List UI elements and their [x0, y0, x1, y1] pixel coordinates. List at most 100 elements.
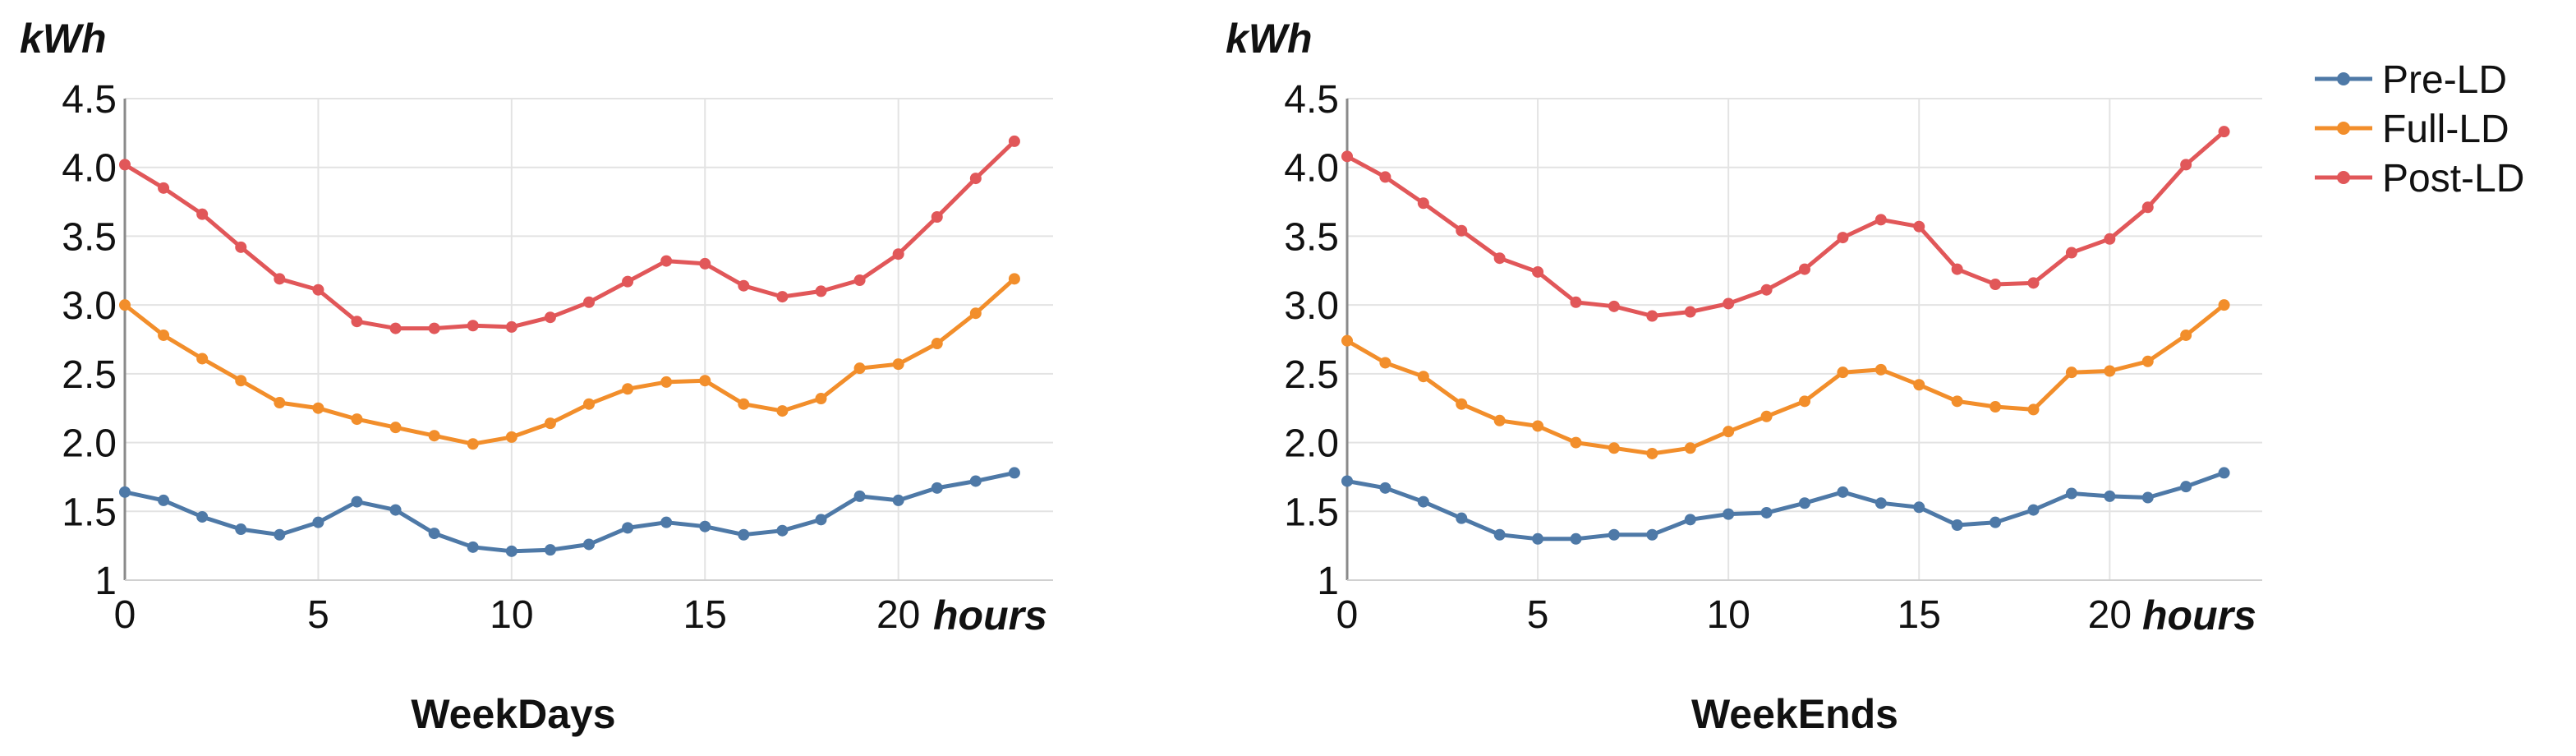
data-point-full-ld [389, 422, 402, 434]
data-point-post-ld [1456, 224, 1468, 237]
data-point-post-ld [622, 275, 634, 288]
data-point-post-ld [2065, 247, 2077, 259]
data-point-pre-ld [1874, 497, 1887, 509]
legend-marker-pre-ld [2337, 72, 2350, 85]
x-tick-label: 15 [683, 593, 727, 637]
data-point-post-ld [1570, 296, 1582, 308]
y-tick-label: 3.0 [62, 284, 117, 328]
data-point-pre-ld [738, 528, 750, 541]
data-point-pre-ld [351, 496, 363, 508]
data-point-full-ld [1417, 371, 1429, 383]
data-point-pre-ld [1723, 508, 1735, 520]
data-point-full-ld [931, 338, 943, 350]
weekends-chart-title: WeekEnds [1691, 691, 1898, 737]
data-point-post-ld [119, 159, 131, 171]
data-point-pre-ld [1570, 532, 1582, 545]
data-point-post-ld [351, 316, 363, 328]
data-point-full-ld [1608, 442, 1620, 454]
data-point-pre-ld [1341, 475, 1353, 487]
data-point-pre-ld [1646, 528, 1658, 541]
data-point-pre-ld [1990, 516, 2002, 528]
x-tick-label: 15 [1898, 593, 1941, 637]
data-point-full-ld [2218, 299, 2230, 311]
y-tick-label: 2.0 [62, 422, 117, 466]
data-point-full-ld [815, 392, 827, 404]
data-point-post-ld [235, 241, 247, 253]
data-point-pre-ld [1799, 497, 1810, 509]
data-point-full-ld [2141, 355, 2154, 367]
x-axis-unit-label: hours [933, 592, 1047, 638]
legend-label-post-ld: Post-LD [2382, 157, 2524, 201]
data-point-post-ld [1379, 171, 1392, 183]
data-point-pre-ld [892, 494, 904, 506]
legend-label-full-ld: Full-LD [2382, 108, 2509, 151]
data-point-pre-ld [544, 544, 556, 556]
y-tick-label: 4.0 [1284, 147, 1339, 191]
data-point-full-ld [1646, 447, 1658, 459]
data-point-pre-ld [815, 514, 827, 526]
data-point-full-ld [1913, 379, 1925, 391]
series-line-full-ld [123, 277, 1016, 446]
data-point-post-ld [544, 311, 556, 324]
y-tick-label: 2.5 [1284, 353, 1339, 397]
data-point-full-ld [1760, 410, 1773, 422]
y-tick-label: 1.5 [1284, 491, 1339, 534]
legend-label-pre-ld: Pre-LD [2382, 58, 2507, 102]
data-point-post-ld [2180, 159, 2192, 171]
data-point-pre-ld [428, 528, 440, 540]
y-tick-label: 4.0 [62, 147, 117, 191]
series-line-pre-ld [1346, 471, 2225, 542]
data-point-post-ld [274, 273, 286, 285]
weekdays-chart: 1 1.5 2.0 2.5 3.0 3.5 4.0 4.5 0 5 10 15 20 kWh hours We… [20, 16, 1053, 737]
data-point-pre-ld [2104, 490, 2116, 502]
x-tick-label: 5 [1527, 593, 1549, 637]
data-point-post-ld [1990, 279, 2002, 291]
data-point-post-ld [2027, 277, 2040, 289]
data-point-pre-ld [969, 475, 982, 487]
data-point-pre-ld [1008, 467, 1020, 479]
data-point-post-ld [1646, 310, 1658, 322]
data-point-full-ld [1341, 334, 1353, 347]
data-point-pre-ld [312, 516, 324, 528]
data-point-full-ld [1493, 414, 1506, 426]
data-point-post-ld [931, 210, 943, 223]
series-line-pre-ld [124, 470, 1015, 554]
data-point-post-ld [1913, 220, 1925, 233]
data-point-post-ld [660, 255, 673, 267]
data-point-full-ld [196, 353, 209, 365]
x-tick-label: 10 [490, 593, 533, 637]
data-point-post-ld [738, 279, 750, 292]
data-point-post-ld [505, 320, 518, 333]
x-tick-label: 5 [307, 593, 329, 637]
data-point-post-ld [699, 257, 711, 270]
weekdays-chart-title: WeekDays [411, 691, 615, 737]
data-point-full-ld [235, 375, 247, 387]
data-point-post-ld [583, 296, 595, 308]
data-point-full-ld [505, 431, 518, 443]
data-point-full-ld [699, 375, 711, 387]
y-tick-label: 1 [1317, 560, 1339, 603]
data-point-pre-ld [1684, 514, 1696, 526]
data-point-pre-ld [389, 504, 402, 516]
data-point-post-ld [467, 320, 479, 332]
data-point-full-ld [1379, 357, 1392, 369]
data-point-post-ld [2218, 126, 2230, 138]
data-point-post-ld [1799, 263, 1810, 275]
data-point-pre-ld [1532, 532, 1544, 545]
x-axis-unit-label: hours [2142, 592, 2256, 638]
legend: Pre-LD Full-LD Post-LD [2315, 58, 2524, 201]
data-point-post-ld [1532, 265, 1544, 278]
data-point-full-ld [119, 299, 131, 311]
data-point-full-ld [544, 417, 556, 430]
data-point-post-ld [1417, 197, 1429, 210]
data-point-pre-ld [1493, 528, 1506, 541]
y-tick-label: 4.5 [62, 78, 117, 122]
data-point-full-ld [1532, 420, 1544, 432]
data-point-post-ld [1493, 252, 1506, 265]
data-point-post-ld [2141, 201, 2154, 214]
data-point-full-ld [2027, 403, 2040, 416]
data-point-full-ld [2104, 365, 2116, 377]
data-point-pre-ld [467, 541, 479, 553]
legend-marker-post-ld [2337, 171, 2350, 184]
